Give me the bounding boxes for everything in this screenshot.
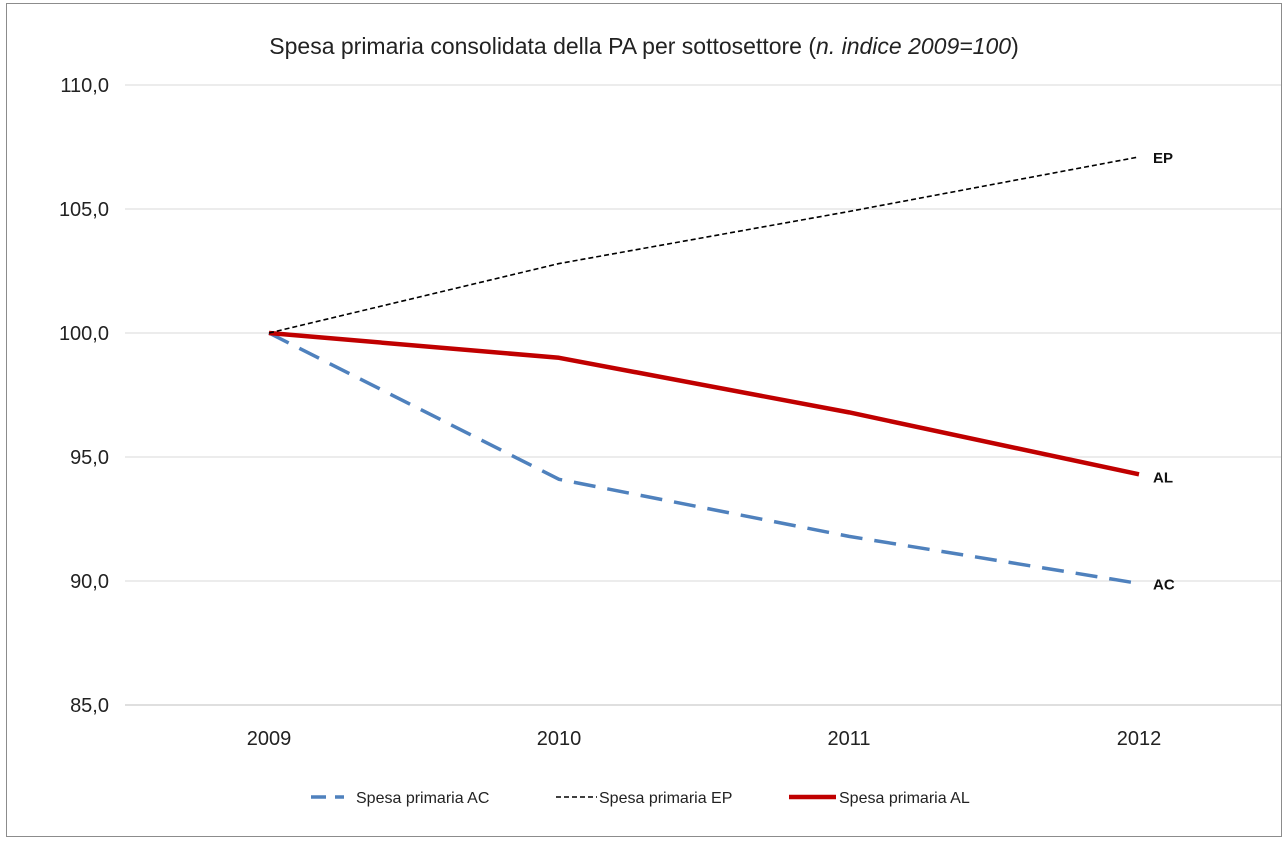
chart-title: Spesa primaria consolidata della PA per … [269, 33, 1018, 59]
legend: Spesa primaria AC Spesa primaria EP Spesa … [311, 790, 970, 807]
chart-title-close: ) [1011, 33, 1019, 59]
line-chart: Spesa primaria consolidata della PA per … [59, 33, 1281, 807]
gridlines [125, 84, 1281, 706]
x-tick-label-2012: 2012 [1117, 728, 1162, 750]
x-axis-ticks: 2009 2010 2011 2012 [247, 728, 1162, 750]
x-tick-label-2009: 2009 [247, 728, 292, 750]
legend-label-ep: Spesa primaria EP [599, 790, 732, 807]
y-tick-label: 105,0 [59, 199, 109, 221]
end-label-al: AL [1153, 469, 1173, 486]
legend-item-ep: Spesa primaria EP [556, 790, 732, 807]
y-tick-label: 110,0 [60, 75, 109, 97]
legend-label-ac: Spesa primaria AC [356, 790, 489, 807]
legend-item-al: Spesa primaria AL [789, 790, 970, 807]
x-tick-label-2011: 2011 [827, 728, 870, 750]
y-axis-ticks: 85,0 90,0 95,0 100,0 105,0 110,0 [59, 75, 109, 717]
end-label-ac: AC [1153, 576, 1175, 593]
chart-title-main: Spesa primaria consolidata della PA per … [269, 33, 816, 59]
series-lines [268, 156, 1140, 586]
end-label-ep: EP [1153, 150, 1173, 167]
y-tick-label: 95,0 [70, 447, 109, 469]
x-tick-label-2010: 2010 [537, 728, 582, 750]
y-tick-label: 90,0 [70, 571, 109, 593]
y-tick-label: 85,0 [70, 695, 109, 717]
chart-frame: Spesa primaria consolidata della PA per … [6, 3, 1282, 837]
series-line-ac [268, 331, 1140, 586]
y-tick-label: 100,0 [59, 323, 109, 345]
legend-label-al: Spesa primaria AL [839, 790, 970, 807]
series-end-labels: AC EP AL [1153, 150, 1175, 594]
series-line-al [268, 330, 1140, 477]
chart-title-italic: n. indice 2009=100 [816, 33, 1011, 59]
legend-item-ac: Spesa primaria AC [311, 790, 489, 807]
series-line-ep [268, 156, 1140, 334]
